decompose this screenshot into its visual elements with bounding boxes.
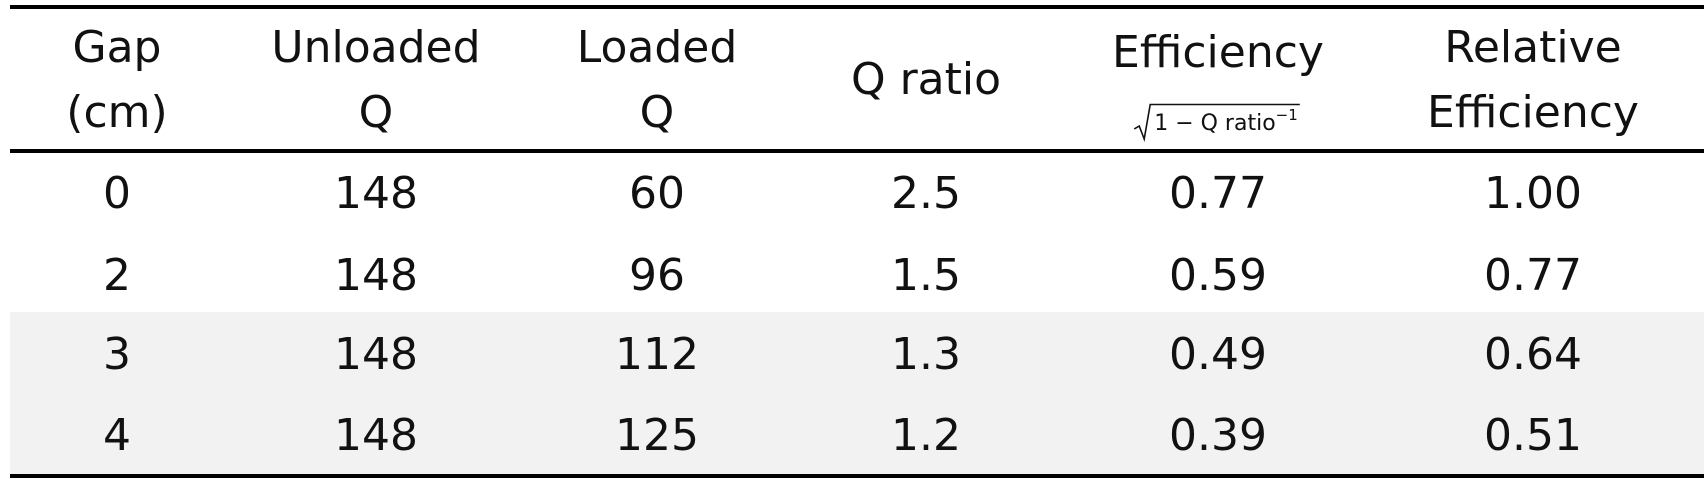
header-cell: Relative (1444, 22, 1621, 73)
table-cell: 2.5 (891, 168, 961, 219)
row-shade (10, 312, 1704, 393)
table-cell: 1.2 (891, 410, 961, 461)
table-cell: 3 (103, 329, 131, 380)
formula-exponent: −1 (1276, 106, 1298, 124)
table-cell: 125 (615, 410, 699, 461)
table-cell: 2 (103, 250, 131, 301)
header-cell: Q ratio (851, 54, 1001, 105)
table-cell: 148 (334, 168, 418, 219)
table-cell: 148 (334, 250, 418, 301)
table-cell: 0.77 (1169, 168, 1267, 219)
table-cell: 0.77 (1484, 250, 1582, 301)
header-formula: 1 − Q ratio−1 (1154, 106, 1298, 137)
sqrt-sign (1133, 103, 1300, 142)
table-cell: 4 (103, 410, 131, 461)
table-cell: 148 (334, 329, 418, 380)
table-cell: 96 (629, 250, 685, 301)
table-cell: 1.5 (891, 250, 961, 301)
table-cell: 0.59 (1169, 250, 1267, 301)
table-cell: 1.00 (1484, 168, 1582, 219)
table-cell: 0.39 (1169, 410, 1267, 461)
table-cell: 0.51 (1484, 410, 1582, 461)
row-shade (10, 393, 1704, 474)
table-cell: 0.64 (1484, 329, 1582, 380)
table-cell: 148 (334, 410, 418, 461)
header-cell: Unloaded (271, 22, 480, 73)
header-cell: Efficiency (1427, 87, 1639, 138)
table-cell: 0 (103, 168, 131, 219)
header-cell: Q (359, 87, 394, 138)
table-cell: 0.49 (1169, 329, 1267, 380)
table-cell: 1.3 (891, 329, 961, 380)
header-cell: Loaded (577, 22, 738, 73)
header-cell: (cm) (66, 87, 167, 138)
header-cell: Q (640, 87, 675, 138)
formula-radicand: 1 − Q ratio (1154, 111, 1275, 136)
header-cell: Efficiency (1112, 27, 1324, 78)
table-cell: 60 (629, 168, 685, 219)
table-cell: 112 (615, 329, 699, 380)
header-cell: Gap (73, 22, 162, 73)
